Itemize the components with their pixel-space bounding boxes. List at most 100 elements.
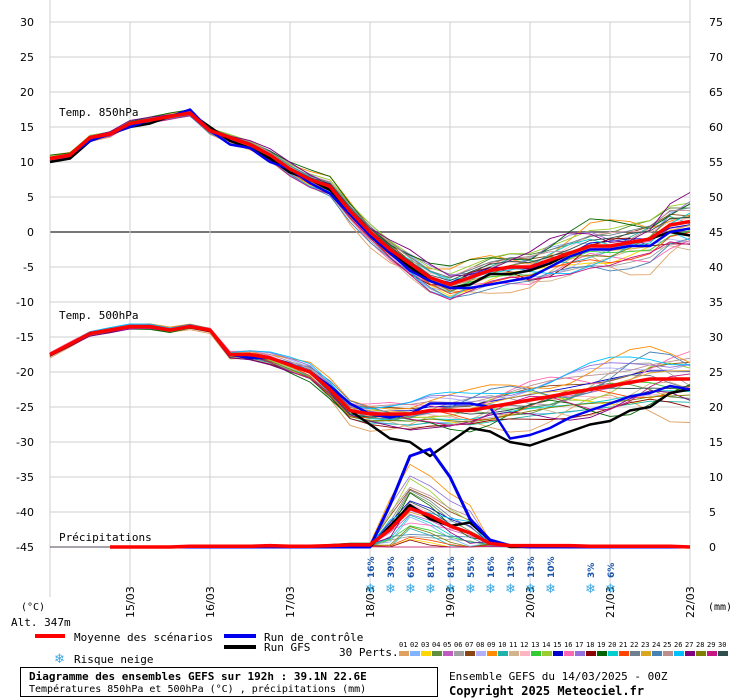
snowflake-icon: ❄	[405, 582, 416, 597]
right-tick-label: 5	[709, 506, 716, 519]
legend-gfs-label: Run GFS	[264, 641, 310, 654]
perturbations-label: 30 Perts.	[339, 646, 399, 659]
chart-labels: Temp. 850hPa Temp. 500hPa Précipitations…	[11, 106, 732, 629]
left-tick-label: -45	[16, 541, 34, 554]
x-tick-label: 16/03	[204, 586, 217, 618]
left-tick-label: 30	[20, 16, 34, 29]
left-tick-label: -30	[16, 436, 34, 449]
legend-swatch-control	[224, 634, 256, 638]
perturbation-legend: 01 02 03 04 05 06 07 08 09 10 11 12 13 14 15 16 17 18 19 20…	[399, 641, 728, 656]
right-tick-label: 15	[709, 436, 723, 449]
right-tick-label: 20	[709, 401, 723, 414]
perturbation-id-label: 03	[421, 641, 429, 649]
footer-title-box: Diagramme des ensembles GEFS sur 192h : …	[20, 667, 438, 697]
perturbation-color-swatch	[399, 651, 409, 656]
perturbation-color-swatch	[454, 651, 464, 656]
perturbation-id-label: 30	[718, 641, 726, 649]
perturbation-color-swatch	[707, 651, 717, 656]
perturbation-id-label: 21	[619, 641, 627, 649]
perturbation-color-swatch	[465, 651, 475, 656]
perturbation-color-swatch	[520, 651, 530, 656]
x-tick-label: 18/03	[364, 586, 377, 618]
snowflake-icon: ❄	[445, 582, 456, 597]
chart-legend: Moyenne des scénarios Run de contrôle Ru…	[35, 631, 728, 666]
perturbation-color-swatch	[487, 651, 497, 656]
left-tick-label: -20	[16, 366, 34, 379]
perturbation-id-label: 26	[674, 641, 682, 649]
snow-risk-percent: 16%	[367, 556, 377, 578]
perturbation-id-label: 20	[608, 641, 616, 649]
perturbation-id-label: 27	[685, 641, 693, 649]
right-tick-label: 45	[709, 226, 723, 239]
snow-risk-percent: 3%	[587, 563, 597, 578]
perturbation-id-label: 25	[663, 641, 671, 649]
perturbation-color-swatch	[586, 651, 596, 656]
perturbation-id-label: 29	[707, 641, 715, 649]
precip-panel-label: Précipitations	[59, 531, 152, 544]
perturbation-id-label: 14	[542, 641, 550, 649]
x-tick-label: 20/03	[524, 586, 537, 618]
snowflake-icon: ❄	[425, 582, 436, 597]
t500-mean-line	[49, 324, 690, 416]
left-tick-label: 10	[20, 156, 34, 169]
snowflake-icon: ❄	[525, 582, 536, 597]
copyright-text: Copyright 2025 Meteociel.fr	[449, 684, 645, 698]
t500-panel-label: Temp. 500hPa	[59, 309, 138, 322]
perturbation-line-t500	[49, 323, 691, 410]
left-tick-label: -15	[16, 331, 34, 344]
snowflake-icon: ❄	[54, 652, 65, 666]
legend-swatch-mean	[35, 634, 65, 638]
perturbation-id-label: 24	[652, 641, 660, 649]
snow-risk-percent: 10%	[547, 556, 557, 578]
perturbation-id-label: 11	[509, 641, 517, 649]
snowflake-icon: ❄	[505, 582, 516, 597]
perturbation-id-label: 08	[476, 641, 484, 649]
snow-risk-percent: 81%	[427, 556, 437, 578]
left-tick-label: -25	[16, 401, 34, 414]
right-tick-label: 30	[709, 331, 723, 344]
altitude-label: Alt. 347m	[11, 616, 71, 629]
snow-risk-percent: 13%	[507, 556, 517, 578]
right-axis-unit: (mm)	[708, 602, 732, 613]
perturbation-color-swatch	[432, 651, 442, 656]
right-tick-label: 40	[709, 261, 723, 274]
perturbation-id-label: 19	[597, 641, 605, 649]
left-tick-label: -10	[16, 296, 34, 309]
perturbation-color-swatch	[674, 651, 684, 656]
legend-control-label: Run de contrôle	[264, 631, 363, 644]
left-axis-unit: (°C)	[21, 602, 45, 613]
left-tick-label: 5	[27, 191, 34, 204]
x-tick-label: 17/03	[284, 586, 297, 618]
perturbation-color-swatch	[641, 651, 651, 656]
snow-risk-percent: 81%	[447, 556, 457, 578]
right-tick-label: 10	[709, 471, 723, 484]
perturbation-color-swatch	[630, 651, 640, 656]
snowflake-icon: ❄	[485, 582, 496, 597]
snowflake-icon: ❄	[585, 582, 596, 597]
perturbation-id-label: 28	[696, 641, 704, 649]
x-tick-label: 15/03	[124, 586, 137, 618]
right-tick-label: 55	[709, 156, 723, 169]
perturbation-id-label: 10	[498, 641, 506, 649]
perturbation-color-swatch	[685, 651, 695, 656]
right-tick-label: 35	[709, 296, 723, 309]
perturbation-color-swatch	[531, 651, 541, 656]
perturbation-id-label: 07	[465, 641, 473, 649]
perturbation-id-label: 22	[630, 641, 638, 649]
right-tick-label: 50	[709, 191, 723, 204]
perturbation-color-swatch	[718, 651, 728, 656]
perturbation-color-swatch	[663, 651, 673, 656]
perturbation-color-swatch	[476, 651, 486, 656]
perturbation-id-label: 02	[410, 641, 418, 649]
chart-grid	[49, 0, 691, 597]
snow-risk-percent: 55%	[467, 556, 477, 578]
left-tick-label: 0	[27, 226, 34, 239]
perturbation-id-label: 06	[454, 641, 462, 649]
left-tick-label: -40	[16, 506, 34, 519]
right-tick-label: 0	[709, 541, 716, 554]
perturbation-color-swatch	[443, 651, 453, 656]
snow-risk-percent: 65%	[407, 556, 417, 578]
perturbation-id-label: 09	[487, 641, 495, 649]
perturbation-color-swatch	[509, 651, 519, 656]
perturbation-id-label: 13	[531, 641, 539, 649]
